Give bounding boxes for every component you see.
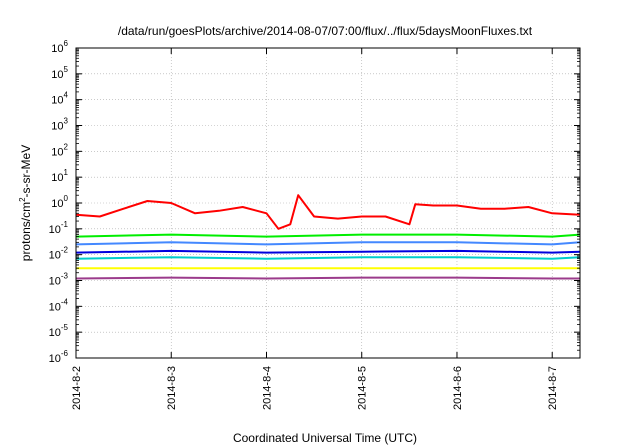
- y-tick-label-base: 10: [51, 146, 63, 158]
- grid: [76, 48, 580, 358]
- y-tick-label: 106: [51, 39, 68, 55]
- series-line: [75, 194, 581, 230]
- series-line: [75, 249, 581, 254]
- y-tick-label: 105: [51, 65, 68, 81]
- y-tick-label-base: 10: [51, 69, 63, 81]
- x-tick-label: 2014-8-6: [452, 366, 464, 410]
- series-line: [75, 233, 581, 238]
- y-tick-label-exp: -6: [61, 349, 69, 358]
- y-tick-label: 100: [51, 194, 68, 210]
- x-axis-label: Coordinated Universal Time (UTC): [233, 431, 417, 445]
- x-tick-label: 2014-8-3: [166, 366, 178, 410]
- y-tick-label-base: 10: [49, 276, 61, 288]
- y-tick-label: 103: [51, 117, 68, 133]
- y-tick-label-exp: 1: [64, 168, 69, 177]
- y-axis-label-sup: 2: [18, 197, 27, 202]
- y-tick-label-base: 10: [49, 224, 61, 236]
- y-tick-label-exp: -2: [61, 246, 69, 255]
- y-tick-label: 10-6: [49, 349, 69, 365]
- x-tick-label: 2014-8-2: [71, 366, 83, 410]
- y-tick-label: 10-5: [49, 323, 69, 339]
- x-tick-label: 2014-8-5: [357, 366, 369, 410]
- y-tick-label-base: 10: [51, 172, 63, 184]
- y-tick-label: 10-2: [49, 246, 69, 262]
- chart-title: /data/run/goesPlots/archive/2014-08-07/0…: [118, 24, 533, 38]
- y-tick-label: 10-1: [49, 220, 69, 236]
- ticks: [75, 47, 580, 359]
- y-tick-label-exp: -3: [61, 272, 69, 281]
- y-tick-label-exp: 5: [64, 65, 69, 74]
- y-axis-label-rest: -s-sr-MeV: [19, 145, 33, 198]
- y-tick-label: 10-4: [49, 297, 69, 313]
- x-tick-label: 2014-8-4: [261, 366, 273, 410]
- y-tick-label-base: 10: [49, 353, 61, 365]
- y-tick-label: 104: [51, 91, 68, 107]
- y-tick-label-base: 10: [51, 95, 63, 107]
- y-tick-label-exp: 3: [64, 117, 69, 126]
- series-line: [75, 241, 581, 246]
- series-line: [75, 256, 581, 260]
- y-tick-label-exp: 2: [64, 142, 69, 151]
- y-axis-label-base: protons/cm: [19, 202, 33, 261]
- series-layer: [75, 194, 581, 280]
- y-tick-label-base: 10: [49, 301, 61, 313]
- y-tick-label-exp: -5: [61, 323, 69, 332]
- y-tick-label-base: 10: [51, 198, 63, 210]
- y-tick-labels: 10-610-510-410-310-210-11001011021031041…: [49, 39, 69, 365]
- y-tick-label-exp: 4: [64, 91, 69, 100]
- y-tick-label-exp: -4: [61, 297, 69, 306]
- y-tick-label-base: 10: [49, 250, 61, 262]
- y-tick-label: 101: [51, 168, 68, 184]
- y-tick-label-exp: 0: [64, 194, 69, 203]
- y-tick-label-exp: -1: [61, 220, 69, 229]
- y-tick-label-base: 10: [51, 43, 63, 55]
- y-tick-label-base: 10: [51, 121, 63, 133]
- y-tick-label: 10-3: [49, 272, 69, 288]
- y-tick-label: 102: [51, 142, 68, 158]
- series-line: [75, 276, 580, 280]
- y-tick-label-exp: 6: [64, 39, 69, 48]
- y-axis-label: protons/cm2-s-sr-MeV: [18, 145, 33, 261]
- x-tick-labels: 2014-8-2 2014-8-3 2014-8-4 2014-8-5 2014-8-6…: [71, 366, 559, 410]
- y-tick-label-base: 10: [49, 327, 61, 339]
- x-tick-label: 2014-8-7: [547, 366, 559, 410]
